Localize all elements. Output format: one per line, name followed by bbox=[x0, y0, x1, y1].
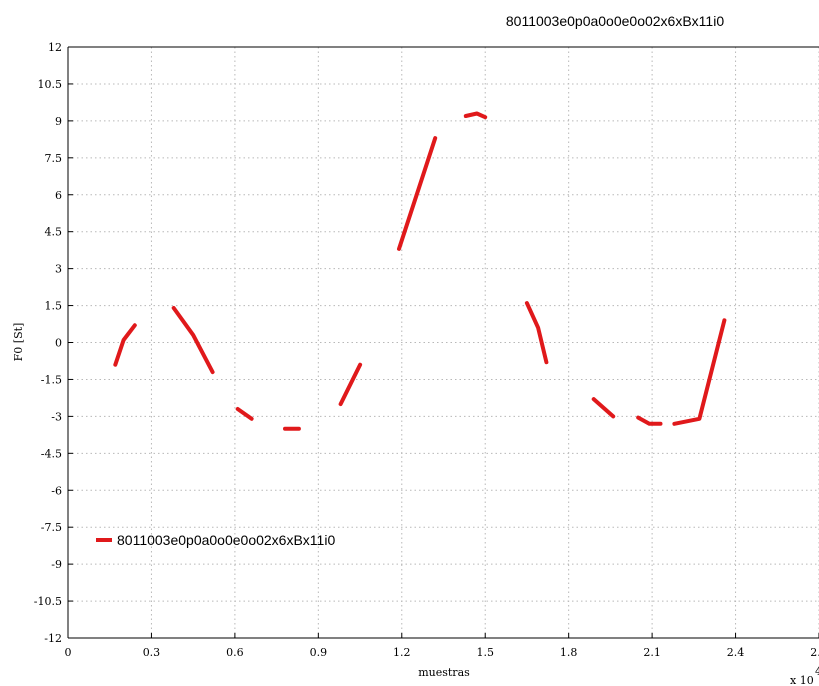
y-tick-label: 4.5 bbox=[45, 226, 63, 239]
series-line-segment bbox=[113, 323, 137, 367]
y-tick-label: -6 bbox=[51, 484, 62, 497]
y-tick-label: 9 bbox=[55, 115, 62, 128]
series-line-segment bbox=[171, 306, 215, 375]
y-tick-label: -12 bbox=[44, 632, 62, 645]
y-tick-label: -1.5 bbox=[41, 373, 62, 386]
x-tick-label: 1.5 bbox=[476, 646, 494, 659]
x-tick-label: 0 bbox=[65, 646, 72, 659]
y-tick-label: 6 bbox=[55, 189, 62, 202]
y-tick-label: -9 bbox=[51, 558, 62, 571]
y-tick-label: -10.5 bbox=[34, 595, 62, 608]
legend-label: 8011003e0p0a0o0e0o02x6xBx11i0 bbox=[117, 532, 335, 548]
series-line-segment bbox=[636, 415, 663, 426]
series-line-segment bbox=[672, 318, 727, 426]
y-tick-label: -3 bbox=[51, 410, 62, 423]
y-tick-label: -4.5 bbox=[41, 447, 62, 460]
x-axis-label: muestras bbox=[418, 666, 470, 679]
series-line-segment bbox=[524, 301, 549, 365]
series bbox=[113, 111, 727, 431]
chart-title: 8011003e0p0a0o0e0o02x6xBx11i0 bbox=[506, 13, 724, 29]
x-tick-label: 1.8 bbox=[560, 646, 578, 659]
x-tick-label: 2.1 bbox=[643, 646, 661, 659]
y-tick-label: 0 bbox=[55, 337, 62, 350]
x-tick-label: 0.9 bbox=[310, 646, 328, 659]
x-ticks: 0 0.3 0.6 0.9 1.2 1.5 1.8 2.1 2.4 2.7 bbox=[65, 633, 819, 659]
y-tick-label: 10.5 bbox=[38, 78, 63, 91]
series-line-segment bbox=[463, 111, 488, 120]
series-line-segment bbox=[397, 136, 438, 251]
x-tick-label: 2.7 bbox=[810, 646, 819, 659]
x-multiplier-exponent: 4 bbox=[815, 665, 819, 678]
y-tick-label: 3 bbox=[55, 263, 62, 276]
y-ticks: 12 10.5 9 7.5 6 4.5 3 1.5 0 -1.5 -3 -4.5 -6 -7.5 -9 -10… bbox=[34, 41, 73, 645]
series-line-segment bbox=[338, 362, 363, 407]
x-tick-label: 0.6 bbox=[226, 646, 244, 659]
y-tick-label: -7.5 bbox=[41, 521, 62, 534]
y-axis-label: F0 [St] bbox=[12, 323, 25, 362]
y-tick-label: 12 bbox=[48, 41, 62, 54]
series-line-segment bbox=[591, 397, 616, 419]
x-multiplier-label: x 10 bbox=[790, 674, 814, 686]
x-tick-label: 1.2 bbox=[393, 646, 411, 659]
series-line-segment bbox=[235, 407, 254, 421]
x-tick-label: 2.4 bbox=[727, 646, 745, 659]
grid bbox=[68, 47, 819, 638]
y-tick-label: 1.5 bbox=[45, 300, 63, 313]
x-tick-label: 0.3 bbox=[143, 646, 161, 659]
legend: 8011003e0p0a0o0e0o02x6xBx11i0 bbox=[96, 532, 335, 548]
y-tick-label: 7.5 bbox=[45, 152, 63, 165]
